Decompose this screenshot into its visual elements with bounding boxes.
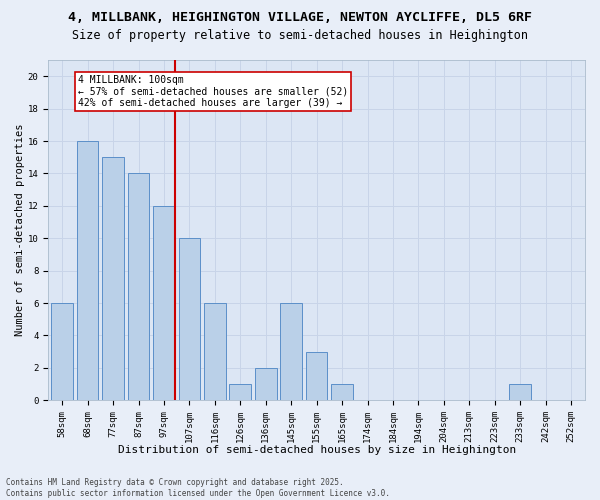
Bar: [229, 384, 251, 400]
Bar: [204, 303, 226, 400]
Bar: [153, 206, 175, 400]
Bar: [103, 157, 124, 400]
Bar: [255, 368, 277, 400]
X-axis label: Distribution of semi-detached houses by size in Heighington: Distribution of semi-detached houses by …: [118, 445, 516, 455]
Bar: [306, 352, 328, 400]
Bar: [280, 303, 302, 400]
Bar: [77, 141, 98, 400]
Text: 4 MILLBANK: 100sqm
← 57% of semi-detached houses are smaller (52)
42% of semi-de: 4 MILLBANK: 100sqm ← 57% of semi-detache…: [78, 74, 348, 108]
Text: Size of property relative to semi-detached houses in Heighington: Size of property relative to semi-detach…: [72, 29, 528, 42]
Y-axis label: Number of semi-detached properties: Number of semi-detached properties: [15, 124, 25, 336]
Text: Contains HM Land Registry data © Crown copyright and database right 2025.
Contai: Contains HM Land Registry data © Crown c…: [6, 478, 390, 498]
Bar: [52, 303, 73, 400]
Bar: [179, 238, 200, 400]
Bar: [509, 384, 531, 400]
Text: 4, MILLBANK, HEIGHINGTON VILLAGE, NEWTON AYCLIFFE, DL5 6RF: 4, MILLBANK, HEIGHINGTON VILLAGE, NEWTON…: [68, 11, 532, 24]
Bar: [128, 174, 149, 400]
Bar: [331, 384, 353, 400]
